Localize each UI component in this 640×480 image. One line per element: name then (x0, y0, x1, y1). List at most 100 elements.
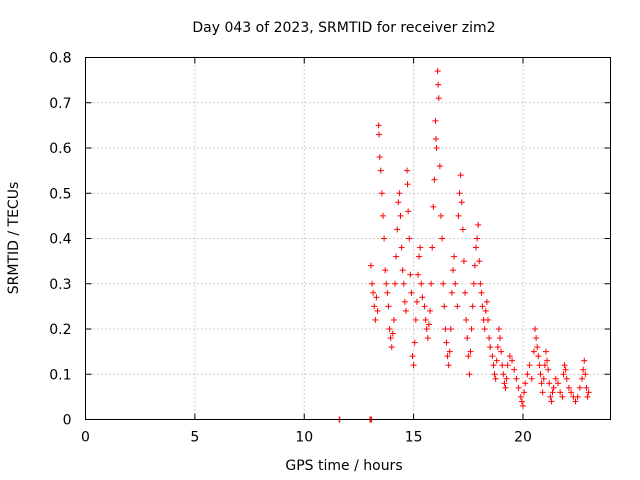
data-point (416, 253, 423, 260)
data-point (422, 316, 429, 323)
data-point (466, 371, 473, 378)
data-point (565, 384, 572, 391)
data-point (404, 167, 411, 174)
y-tick-label: 0.1 (49, 367, 71, 383)
data-point (580, 366, 587, 373)
data-point (440, 280, 447, 287)
data-point (552, 375, 559, 382)
data-point (456, 190, 463, 197)
data-point (459, 226, 466, 233)
data-point (463, 316, 470, 323)
data-point (432, 117, 439, 124)
data-point (490, 362, 497, 369)
data-point (574, 393, 581, 400)
data-point (487, 344, 494, 351)
data-point (390, 316, 397, 323)
grid-layer (85, 57, 611, 420)
data-point (530, 348, 537, 355)
x-tick-label: 20 (514, 430, 532, 446)
data-point (425, 321, 432, 328)
data-point (538, 380, 545, 387)
data-point (393, 253, 400, 260)
y-tick-label: 0.2 (49, 322, 71, 338)
data-point (474, 235, 481, 242)
data-point (395, 199, 402, 206)
data-point (520, 402, 526, 409)
data-point (524, 371, 531, 378)
data-point (511, 366, 518, 373)
data-point (412, 316, 419, 323)
data-point (537, 371, 544, 378)
data-point (545, 366, 552, 373)
data-point (500, 371, 507, 378)
data-point (429, 244, 436, 251)
data-point (398, 244, 405, 251)
y-tick-label: 0.8 (49, 51, 71, 67)
data-point (383, 280, 390, 287)
data-point (431, 176, 438, 183)
data-point (408, 289, 415, 296)
data-point (451, 253, 458, 260)
data-point (446, 348, 453, 355)
data-point (377, 167, 384, 174)
data-point (397, 212, 404, 219)
data-point (374, 307, 381, 314)
y-tick-label: 0.7 (49, 96, 71, 112)
data-point (492, 375, 499, 382)
data-point (384, 289, 391, 296)
data-point (579, 375, 586, 382)
data-point (470, 280, 477, 287)
data-point (483, 298, 490, 305)
y-tick-label: 0 (63, 413, 72, 429)
data-point (413, 298, 420, 305)
data-point (576, 384, 583, 391)
data-point (560, 371, 567, 378)
data-point (497, 335, 504, 342)
data-point (498, 348, 505, 355)
x-tick-label: 10 (295, 430, 313, 446)
data-point (540, 375, 547, 382)
data-point (515, 384, 522, 391)
data-point (465, 353, 472, 360)
data-point (418, 280, 425, 287)
data-point (409, 353, 416, 360)
data-point (415, 271, 421, 278)
data-point (464, 335, 471, 342)
data-point (381, 235, 388, 242)
data-point (581, 357, 588, 364)
data-point (421, 303, 428, 310)
data-point (499, 362, 506, 369)
data-point (458, 199, 465, 206)
data-point (370, 289, 377, 296)
data-point (389, 330, 396, 337)
data-point (521, 389, 528, 396)
data-point (400, 280, 407, 287)
data-point (475, 221, 482, 228)
data-point (477, 280, 484, 287)
data-point (419, 294, 426, 301)
data-point (386, 326, 393, 332)
data-point (482, 307, 489, 314)
data-point (442, 326, 449, 332)
data-point (454, 303, 461, 310)
y-tick-label: 0.3 (49, 277, 71, 293)
data-point (501, 380, 508, 387)
tick-layer: 0 5 10 15 20 0 0.1 0.2 0.3 0.4 0.5 0.6 0.7 0.8 (49, 51, 611, 446)
data-point (450, 267, 456, 274)
data-point (430, 203, 437, 210)
data-point (387, 335, 394, 342)
data-point (536, 362, 543, 369)
x-tick-label: 0 (81, 430, 90, 446)
data-point (568, 389, 575, 396)
y-tick-label: 0.6 (49, 141, 71, 157)
data-point (445, 362, 452, 369)
data-point (478, 289, 485, 296)
data-point (457, 172, 464, 179)
data-point (533, 335, 540, 342)
chart-title: Day 043 of 2023, SRMTID for receiver zim… (192, 20, 495, 36)
data-point (402, 307, 409, 314)
data-point (469, 303, 476, 310)
data-point (582, 371, 589, 378)
data-point (513, 375, 520, 382)
